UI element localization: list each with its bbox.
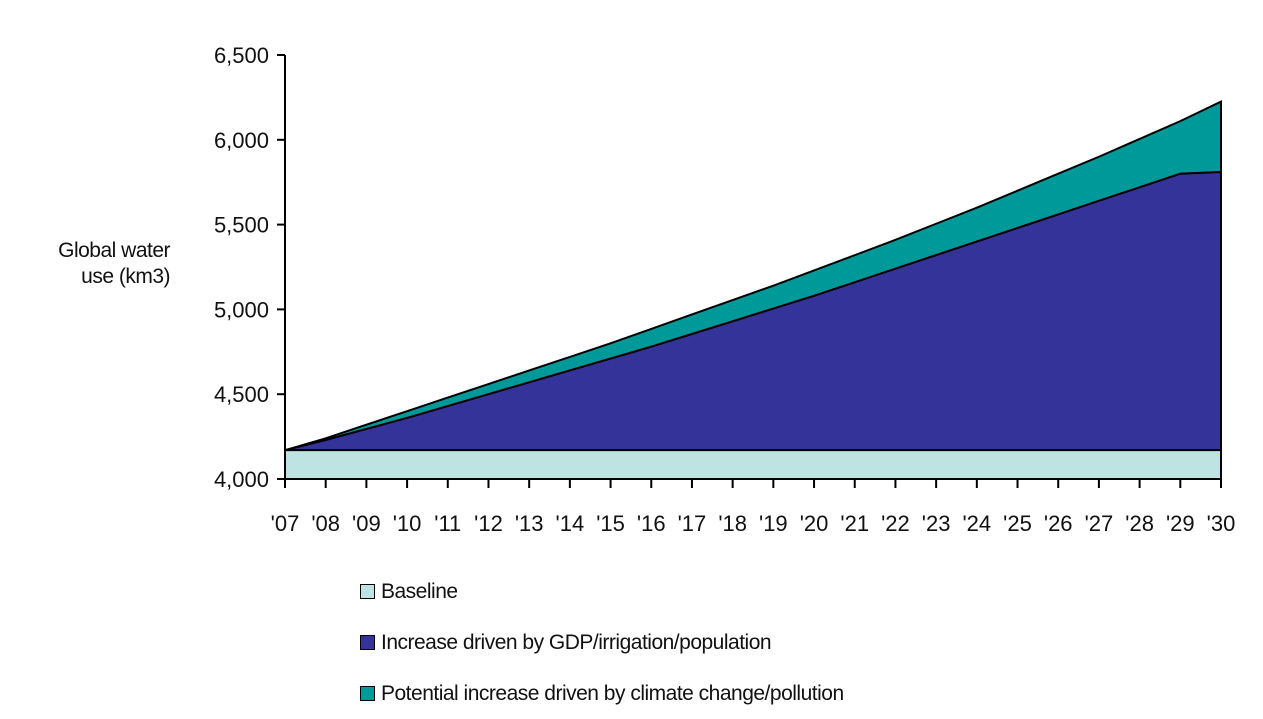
- x-tick-label: '26: [1044, 511, 1073, 536]
- x-tick-label: '24: [962, 511, 991, 536]
- x-tick-label: '16: [637, 511, 666, 536]
- y-tick-label: 5,500: [214, 213, 269, 238]
- legend-label-gdp: Increase driven by GDP/irrigation/popula…: [381, 630, 772, 654]
- x-tick-label: '27: [1085, 511, 1114, 536]
- legend-item-climate: Potential increase driven by climate cha…: [360, 668, 844, 719]
- x-tick-label: '22: [881, 511, 910, 536]
- x-tick-label: '29: [1166, 511, 1195, 536]
- x-tick-label: '10: [393, 511, 422, 536]
- plot-areas: [284, 100, 1222, 480]
- legend-label-climate: Potential increase driven by climate cha…: [381, 681, 844, 705]
- legend-label-baseline: Baseline: [381, 579, 458, 603]
- x-tick-label: '12: [474, 511, 503, 536]
- legend-swatch-baseline: [360, 584, 375, 599]
- x-tick-label: '21: [840, 511, 869, 536]
- x-tick-label: '15: [596, 511, 625, 536]
- y-tick-label: 5,000: [214, 297, 269, 322]
- x-tick-label: '28: [1125, 511, 1154, 536]
- axes: [284, 55, 1221, 480]
- x-tick-label: '11: [434, 511, 461, 536]
- x-tick-label: '08: [311, 511, 340, 536]
- y-tick-label: 4,500: [214, 382, 269, 407]
- x-tick-label: '14: [556, 511, 585, 536]
- legend-item-gdp: Increase driven by GDP/irrigation/popula…: [360, 617, 844, 668]
- y-tick-label: 6,000: [214, 128, 269, 153]
- x-tick-label: '30: [1207, 511, 1236, 536]
- area-baseline: [284, 449, 1222, 480]
- legend-item-baseline: Baseline: [360, 566, 844, 617]
- x-tick-label: '19: [759, 511, 788, 536]
- x-tick-label: '13: [515, 511, 544, 536]
- legend: Baseline Increase driven by GDP/irrigati…: [360, 566, 844, 719]
- legend-swatch-gdp: [360, 635, 375, 650]
- x-tick-label: '17: [678, 511, 707, 536]
- x-tick-label: '25: [1003, 511, 1032, 536]
- x-tick-label: '20: [800, 511, 829, 536]
- x-axis-ticks: '07 '08 '09 '10 '11 '12 '13 '14 '15 '16 '17 '18 '19 '…: [271, 479, 1236, 536]
- x-tick-label: '07: [271, 511, 300, 536]
- legend-swatch-climate: [360, 686, 375, 701]
- y-tick-label: 6,500: [214, 43, 269, 68]
- y-axis-ticks: 4,000 4,500 5,000 5,500 6,000 6,500: [214, 43, 285, 492]
- x-tick-label: '09: [352, 511, 381, 536]
- x-tick-label: '18: [718, 511, 747, 536]
- y-axis-label: Global water use (km3): [58, 239, 170, 288]
- x-tick-label: '23: [922, 511, 951, 536]
- y-tick-label: 4,000: [214, 467, 269, 492]
